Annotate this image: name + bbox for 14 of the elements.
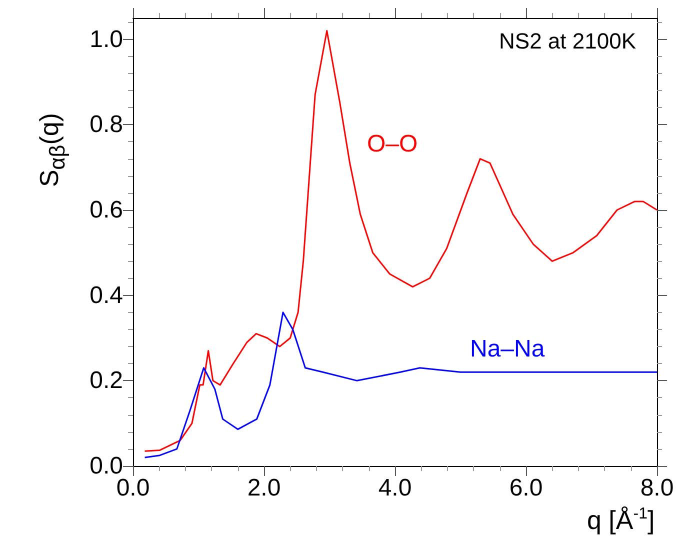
series-label: O–O [367,130,418,158]
line-series [144,30,658,452]
y-tick-label: 1.0 [90,26,123,53]
annotation: NS2 at 2100K [499,28,636,54]
x-tick-label: 6.0 [509,474,543,502]
y-tick-label: 0.4 [90,282,123,309]
line-series [144,312,658,458]
x-tick-label: 8.0 [640,474,674,502]
y-tick-label: 0.6 [90,196,123,224]
y-tick-label: 0.8 [90,111,123,138]
x-tick-label: 4.0 [378,474,412,502]
x-tick-label: 2.0 [247,474,281,502]
series-label: Na–Na [470,336,546,362]
y-tick-label: 0.2 [90,367,123,394]
